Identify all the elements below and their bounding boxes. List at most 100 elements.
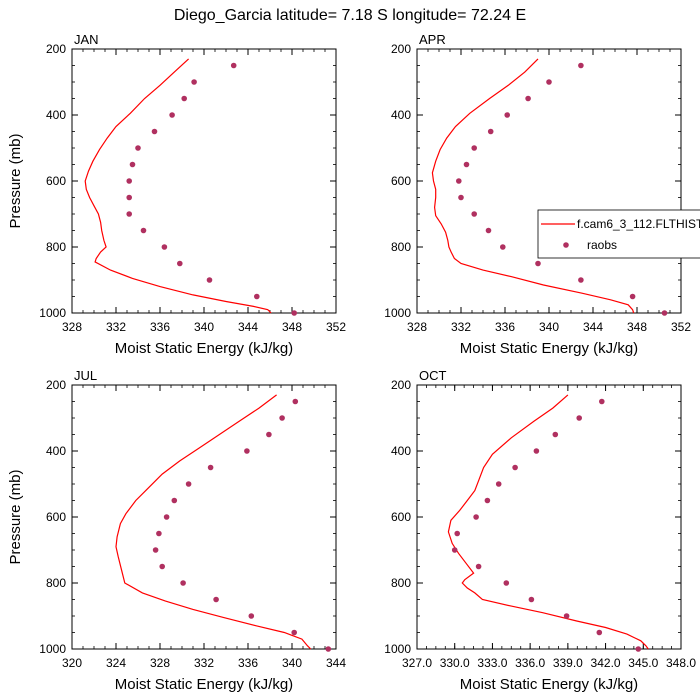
panel-oct: OCT Moist Static Energy (kJ/kg) 327.0 330… [384, 368, 696, 693]
raobs-point [578, 277, 584, 283]
x-tick-label: 336 [150, 320, 170, 334]
raobs-point [487, 128, 494, 135]
x-tick-label: 333.0 [477, 656, 507, 670]
x-axis-label: Moist Static Energy (kJ/kg) [115, 676, 293, 693]
y-tick-label: 1000 [39, 306, 66, 320]
x-tick-label: 328 [407, 320, 427, 334]
raobs-point [171, 497, 178, 504]
x-tick-label: 352 [671, 320, 691, 334]
legend-raobs-label: raobs [587, 238, 617, 252]
model-profile-line [84, 58, 272, 314]
y-tick-label: 600 [46, 510, 66, 524]
raobs-point [495, 481, 502, 487]
panel-label: OCT [419, 368, 447, 383]
raobs-point [504, 112, 511, 118]
legend: f.cam6_3_112.FLTHIST_v0a.ne30.dcs_non-og… [537, 209, 700, 259]
raobs-point [471, 211, 478, 217]
raobs-point [552, 431, 559, 438]
raobs-point [177, 260, 183, 267]
x-tick-label: 340 [282, 656, 302, 670]
x-tick-label: 336.0 [515, 656, 545, 670]
raobs-point [454, 530, 461, 537]
raobs-point [230, 62, 237, 69]
raobs-point [512, 464, 518, 471]
raobs-point [126, 178, 132, 184]
legend-box [537, 209, 700, 259]
x-tick-label: 344 [326, 656, 346, 670]
y-tick-label: 600 [46, 174, 66, 188]
raobs-point [126, 211, 132, 217]
raobs-point [463, 161, 470, 168]
x-tick-label: 340 [539, 320, 559, 334]
raobs-point [661, 310, 668, 316]
y-tick-label: 800 [391, 576, 411, 590]
panel-jan: JAN Moist Static Energy (kJ/kg) Pressure… [7, 32, 346, 357]
raobs-point [206, 277, 213, 283]
x-tick-label: 332 [451, 320, 471, 334]
raobs-point [546, 79, 552, 85]
panel-label: JUL [74, 368, 97, 383]
y-tick-label: 600 [391, 174, 411, 188]
model-profile-line [115, 394, 312, 650]
raobs-point [135, 145, 141, 151]
y-tick-label: 400 [46, 444, 66, 458]
raobs-point [596, 629, 603, 636]
y-tick-label: 800 [391, 240, 411, 254]
y-tick-label: 400 [391, 444, 411, 458]
raobs-point [244, 448, 250, 454]
raobs-point [266, 431, 272, 438]
x-tick-label: 339.0 [553, 656, 583, 670]
x-tick-label: 344 [238, 320, 258, 334]
raobs-point [180, 580, 186, 586]
y-tick-label: 200 [391, 378, 411, 392]
raobs-point [533, 448, 540, 454]
panel-label: JAN [74, 32, 99, 47]
raobs-point [528, 596, 535, 603]
y-tick-label: 200 [46, 378, 66, 392]
raobs-point [129, 161, 136, 168]
legend-model-label: f.cam6_3_112.FLTHIST_v0a.ne30.dcs_non-og… [577, 217, 700, 231]
x-tick-label: 342.0 [591, 656, 621, 670]
raobs-point [451, 547, 458, 553]
raobs-point [563, 613, 570, 619]
figure-title: Diego_Garcia latitude= 7.18 S longitude=… [174, 7, 526, 24]
raobs-point [471, 145, 478, 151]
model-profile-line [431, 58, 635, 314]
raobs-point [629, 293, 636, 300]
y-tick-label: 1000 [384, 306, 411, 320]
raobs-point [151, 128, 158, 135]
x-tick-label: 324 [106, 656, 126, 670]
x-tick-label: 348.0 [666, 656, 696, 670]
raobs-point [599, 398, 605, 405]
raobs-point [576, 415, 582, 421]
x-tick-label: 330.0 [440, 656, 470, 670]
raobs-point [503, 580, 510, 586]
raobs-point [535, 260, 541, 267]
raobs-point [325, 646, 332, 652]
x-axis-label: Moist Static Energy (kJ/kg) [460, 340, 638, 357]
raobs-point [500, 244, 506, 250]
raobs-point [291, 629, 298, 636]
raobs-point [475, 563, 482, 570]
x-tick-label: 352 [326, 320, 346, 334]
raobs-point [484, 497, 491, 504]
raobs-point [525, 95, 531, 102]
model-profile-line [447, 394, 649, 650]
x-tick-label: 320 [62, 656, 82, 670]
x-axis-label: Moist Static Energy (kJ/kg) [460, 676, 638, 693]
raobs-point [578, 62, 584, 69]
raobs-point [181, 95, 187, 102]
y-tick-label: 800 [46, 240, 66, 254]
y-tick-label: 200 [46, 42, 66, 56]
x-tick-label: 345.0 [628, 656, 658, 670]
raobs-point [456, 178, 462, 184]
raobs-point [161, 244, 168, 250]
x-axis-label: Moist Static Energy (kJ/kg) [115, 340, 293, 357]
raobs-point [163, 514, 170, 520]
raobs-point [185, 481, 192, 487]
x-tick-label: 348 [282, 320, 302, 334]
y-tick-label: 400 [391, 108, 411, 122]
y-tick-label: 1000 [39, 642, 66, 656]
x-tick-label: 332 [194, 656, 214, 670]
